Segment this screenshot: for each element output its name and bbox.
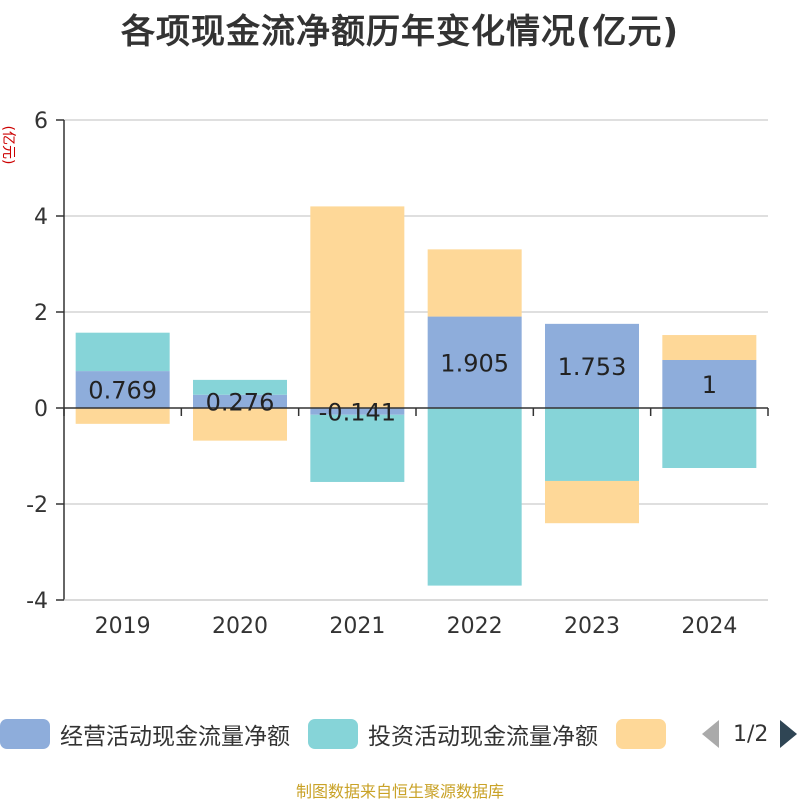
bar-s2-2019: [75, 408, 170, 424]
legend-swatch-operating: [0, 719, 50, 749]
data-label: 0.769: [88, 377, 157, 405]
legend-label-investing: 投资活动现金流量净额: [368, 724, 598, 750]
pager-page-indicator: 1/2: [733, 721, 769, 747]
data-label: 1.753: [558, 353, 627, 381]
bar-s0-2024: [662, 360, 757, 408]
bar-s0-2019: [75, 371, 170, 408]
x-tick-label: 2023: [564, 614, 620, 639]
x-tick-label: 2021: [329, 614, 385, 639]
bar-s2-2021: [310, 206, 405, 408]
x-tick-label: 2019: [95, 614, 151, 639]
bar-s0-2021: [310, 408, 405, 415]
legend-item-investing[interactable]: 投资活动现金流量净额: [308, 717, 598, 751]
data-label: 1: [702, 371, 717, 399]
data-label: 0.276: [206, 388, 275, 416]
legend-label-operating: 经营活动现金流量净额: [60, 724, 290, 750]
bar-s0-2023: [545, 323, 639, 408]
legend-swatch-investing: [308, 719, 358, 749]
x-tick-label: 2020: [212, 614, 268, 639]
legend-item-operating[interactable]: 经营活动现金流量净额: [0, 717, 290, 751]
bar-s2-2024: [662, 335, 757, 360]
bar-s2-2023: [545, 480, 639, 524]
bar-s0-2020: [193, 394, 287, 408]
bars: [75, 206, 757, 586]
data-label: -0.141: [319, 398, 396, 426]
y-tick-label: -4: [26, 589, 48, 614]
grid-lines: [64, 119, 768, 601]
pager-next-icon[interactable]: [780, 720, 798, 748]
y-axis-label: (亿元): [0, 126, 16, 165]
legend-swatch-third: [616, 719, 666, 749]
bar-s2-2020: [193, 408, 287, 441]
y-tick-label: 2: [34, 301, 48, 326]
legend-item-third[interactable]: [616, 719, 676, 749]
y-tick-label: -2: [26, 493, 48, 518]
pager-prev-icon[interactable]: [702, 720, 719, 748]
bar-s1-2019: [75, 332, 170, 372]
axes: 6 4 2 0 -2 -4 2019 2020 2021 2022 2023 2024: [26, 109, 769, 639]
legend: 经营活动现金流量净额 投资活动现金流量净额: [0, 714, 800, 754]
legend-pager: 1/2: [702, 718, 798, 750]
bar-s2-2022: [427, 249, 522, 317]
bar-s1-2024: [662, 408, 757, 468]
bar-s1-2020: [193, 379, 287, 395]
bar-s1-2021: [310, 414, 405, 482]
bar-s1-2022: [427, 408, 522, 586]
y-tick-label: 6: [34, 109, 48, 134]
bar-s0-2022: [427, 316, 522, 408]
source-note: 制图数据来自恒生聚源数据库: [295, 782, 504, 801]
chart-title: 各项现金流净额历年变化情况(亿元): [120, 12, 680, 52]
data-labels: 0.769 0.276 -0.141 1.905 1.753 1: [88, 349, 717, 426]
y-tick-label: 0: [34, 397, 48, 422]
bar-s1-2023: [545, 408, 639, 481]
x-tick-label: 2022: [447, 614, 503, 639]
x-tick-label: 2024: [681, 614, 737, 639]
y-tick-label: 4: [34, 205, 48, 230]
data-label: 1.905: [440, 349, 509, 377]
